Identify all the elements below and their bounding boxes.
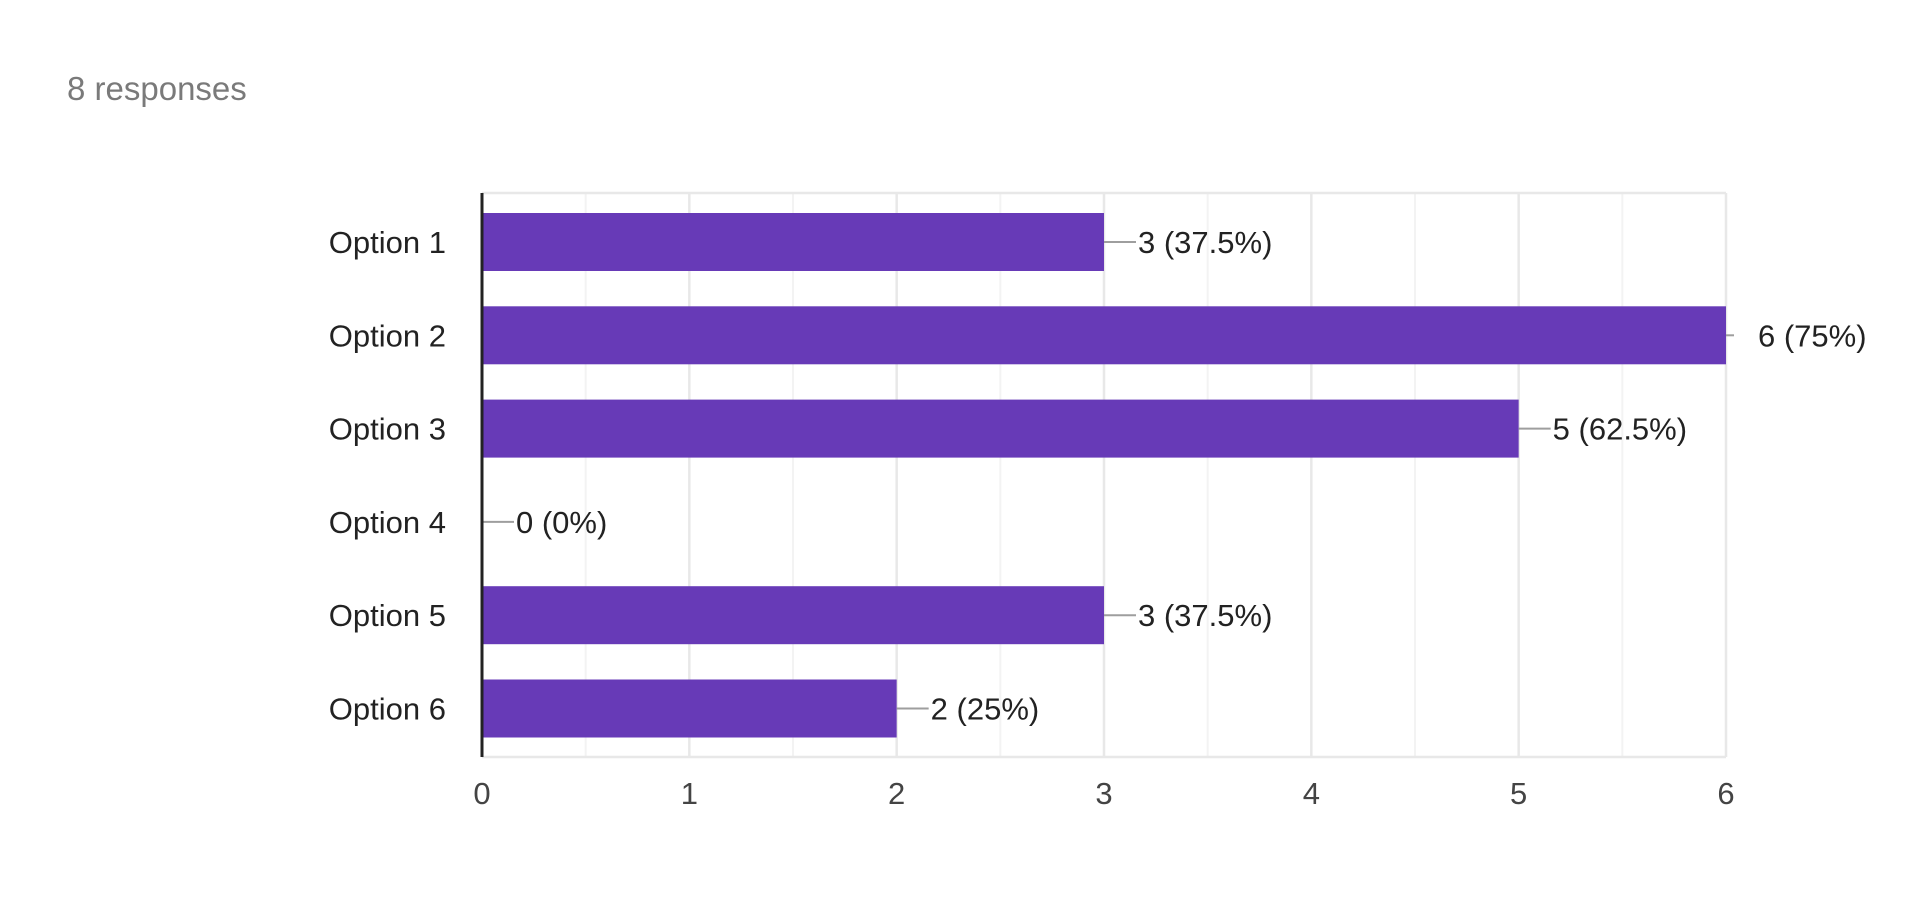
category-label: Option 5 [329, 598, 446, 633]
data-label: 3 (37.5%) [1138, 225, 1272, 260]
x-tick-label: 4 [1303, 776, 1320, 811]
response-count: 8 responses [67, 70, 247, 107]
category-label: Option 6 [329, 692, 446, 727]
data-label: 2 (25%) [931, 692, 1040, 727]
x-tick-label: 2 [888, 776, 905, 811]
x-tick-label: 6 [1717, 776, 1734, 811]
category-label: Option 2 [329, 318, 446, 353]
bar [482, 586, 1104, 645]
bar [482, 213, 1104, 271]
bar [482, 679, 897, 738]
data-label: 5 (62.5%) [1553, 412, 1687, 447]
x-tick-label: 1 [681, 776, 698, 811]
x-tick-label: 5 [1510, 776, 1527, 811]
category-label: Option 1 [329, 225, 446, 260]
data-label: 6 (75%) [1758, 318, 1867, 353]
x-tick-label: 3 [1095, 776, 1112, 811]
x-tick-label: 0 [473, 776, 490, 811]
category-label: Option 4 [329, 505, 446, 540]
bar [482, 399, 1519, 458]
bar [482, 306, 1726, 365]
data-label: 3 (37.5%) [1138, 598, 1272, 633]
data-label: 0 (0%) [516, 505, 607, 540]
category-label: Option 3 [329, 412, 446, 447]
